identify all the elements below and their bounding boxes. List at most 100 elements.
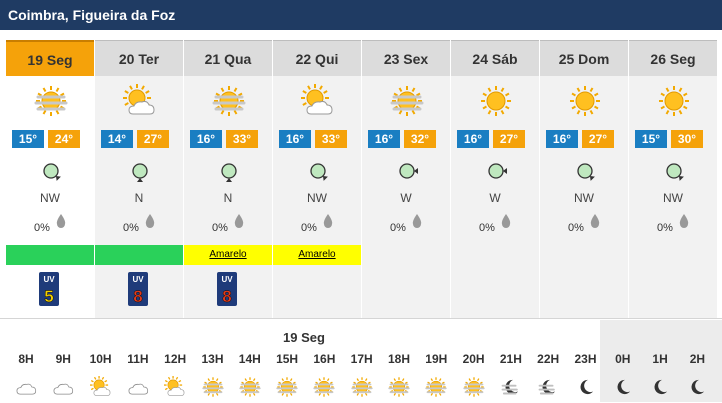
- haze-sun-icon: [424, 376, 448, 398]
- temp-max: 27°: [493, 130, 525, 148]
- day-column[interactable]: 21 Qua 16° 33° N 0% Amarelo UV 8: [184, 40, 272, 318]
- sun-icon: [479, 84, 513, 118]
- partly-cloudy-icon: [123, 84, 157, 118]
- hour-label: 11H: [127, 352, 149, 366]
- sun-icon: [657, 84, 691, 118]
- rain-probability: 0%: [123, 222, 139, 234]
- precipitation: 0%: [657, 214, 705, 234]
- partly-cloudy-icon: [163, 376, 187, 398]
- temperature-range: 16° 33°: [279, 130, 357, 148]
- day-column[interactable]: 26 Seg 15° 30° NW 0%: [629, 40, 717, 318]
- moon-icon: [611, 376, 635, 398]
- day-tab[interactable]: 24 Sáb: [451, 40, 539, 76]
- day-tab[interactable]: 26 Seg: [629, 40, 717, 76]
- temp-max: 24°: [48, 130, 80, 148]
- day-tab[interactable]: 19 Seg: [6, 40, 94, 76]
- haze-sun-icon: [238, 376, 262, 398]
- hour-label: 14H: [238, 352, 261, 366]
- day-tab[interactable]: 21 Qua: [184, 40, 272, 76]
- day-column[interactable]: 23 Sex 16° 32° W 0%: [362, 40, 450, 318]
- wind-direction-icon: [306, 159, 330, 183]
- temp-max: 33°: [226, 130, 258, 148]
- moon-icon: [574, 376, 598, 398]
- partly-cloudy-icon: [89, 376, 113, 398]
- haze-sun-icon: [275, 376, 299, 398]
- wind-direction: NW: [574, 191, 594, 205]
- temperature-range: 16° 33°: [190, 130, 268, 148]
- wind-direction-icon: [573, 159, 597, 183]
- temperature-range: 15° 30°: [635, 130, 713, 148]
- svg-text:UV: UV: [132, 275, 144, 284]
- day-tab[interactable]: 25 Dom: [540, 40, 628, 76]
- wind-direction-icon: [662, 159, 686, 183]
- rain-probability: 0%: [657, 222, 673, 234]
- wind-direction-icon: [395, 159, 419, 183]
- rain-probability: 0%: [390, 222, 406, 234]
- warning-level[interactable]: Amarelo: [273, 245, 361, 265]
- warning-link[interactable]: Amarelo: [298, 249, 336, 260]
- hour-label: 23H: [574, 352, 597, 366]
- svg-text:UV: UV: [43, 275, 55, 284]
- temp-min: 16°: [457, 130, 489, 148]
- hour-label: 20H: [462, 352, 485, 366]
- haze-sun-icon: [312, 376, 336, 398]
- hour-label: 19H: [425, 352, 448, 366]
- hour-label: 22H: [537, 352, 560, 366]
- wind-direction: W: [400, 191, 412, 205]
- rain-probability: 0%: [479, 222, 495, 234]
- haze-moon-icon: [536, 376, 560, 398]
- day-column[interactable]: 24 Sáb 16° 27° W 0%: [451, 40, 539, 318]
- temperature-range: 16° 27°: [546, 130, 624, 148]
- wind-direction-icon: [484, 159, 508, 183]
- hour-label: 18H: [387, 352, 410, 366]
- hour-label: 13H: [201, 352, 224, 366]
- day-column[interactable]: 22 Qui 16° 33° NW 0% Amarelo: [273, 40, 361, 318]
- wind-direction: NW: [40, 191, 60, 205]
- hour-label: 9H: [55, 352, 71, 366]
- day-tab[interactable]: 23 Sex: [362, 40, 450, 76]
- day-tab[interactable]: 22 Qui: [273, 40, 361, 76]
- precipitation: 0%: [34, 214, 82, 234]
- hour-label: 2H: [689, 352, 706, 366]
- temp-min: 15°: [635, 130, 667, 148]
- temp-max: 27°: [137, 130, 169, 148]
- temperature-range: 16° 27°: [457, 130, 535, 148]
- rain-probability: 0%: [34, 222, 50, 234]
- rain-drop-icon: [234, 214, 244, 228]
- uv-index-icon: UV 8: [217, 272, 237, 306]
- rain-drop-icon: [412, 214, 422, 228]
- sun-icon: [568, 84, 602, 118]
- rain-drop-icon: [501, 214, 511, 228]
- location-title: Coimbra, Figueira da Foz: [0, 0, 722, 30]
- warning-link[interactable]: Amarelo: [209, 249, 247, 260]
- temp-min: 16°: [190, 130, 222, 148]
- svg-text:8: 8: [133, 287, 142, 306]
- haze-sun-icon: [34, 84, 68, 118]
- temp-min: 14°: [101, 130, 133, 148]
- temperature-range: 15° 24°: [12, 130, 90, 148]
- wind-direction-icon: [217, 159, 241, 183]
- hour-label: 15H: [276, 352, 299, 366]
- temp-min: 15°: [12, 130, 44, 148]
- haze-moon-icon: [499, 376, 523, 398]
- precipitation: 0%: [301, 214, 349, 234]
- day-column[interactable]: 20 Ter 14° 27° N 0% UV 8: [95, 40, 183, 318]
- wind-direction-icon: [128, 159, 152, 183]
- partly-cloudy-icon: [301, 84, 335, 118]
- hourly-date: 19 Seg: [283, 330, 325, 345]
- divider: [0, 318, 722, 319]
- wind-direction: N: [223, 191, 233, 205]
- wind-direction: N: [134, 191, 144, 205]
- rain-drop-icon: [56, 214, 66, 228]
- svg-text:UV: UV: [221, 275, 233, 284]
- day-column[interactable]: 25 Dom 16° 27° NW 0%: [540, 40, 628, 318]
- uv-index-icon: UV 8: [128, 272, 148, 306]
- svg-text:8: 8: [222, 287, 231, 306]
- wind-direction: W: [489, 191, 501, 205]
- day-tab[interactable]: 20 Ter: [95, 40, 183, 76]
- day-column[interactable]: 19 Seg 15° 24° NW 0% UV 5: [6, 40, 94, 318]
- wind-direction: NW: [307, 191, 327, 205]
- warning-level[interactable]: Amarelo: [184, 245, 272, 265]
- wind-direction: NW: [663, 191, 683, 205]
- hour-label: 21H: [499, 352, 522, 366]
